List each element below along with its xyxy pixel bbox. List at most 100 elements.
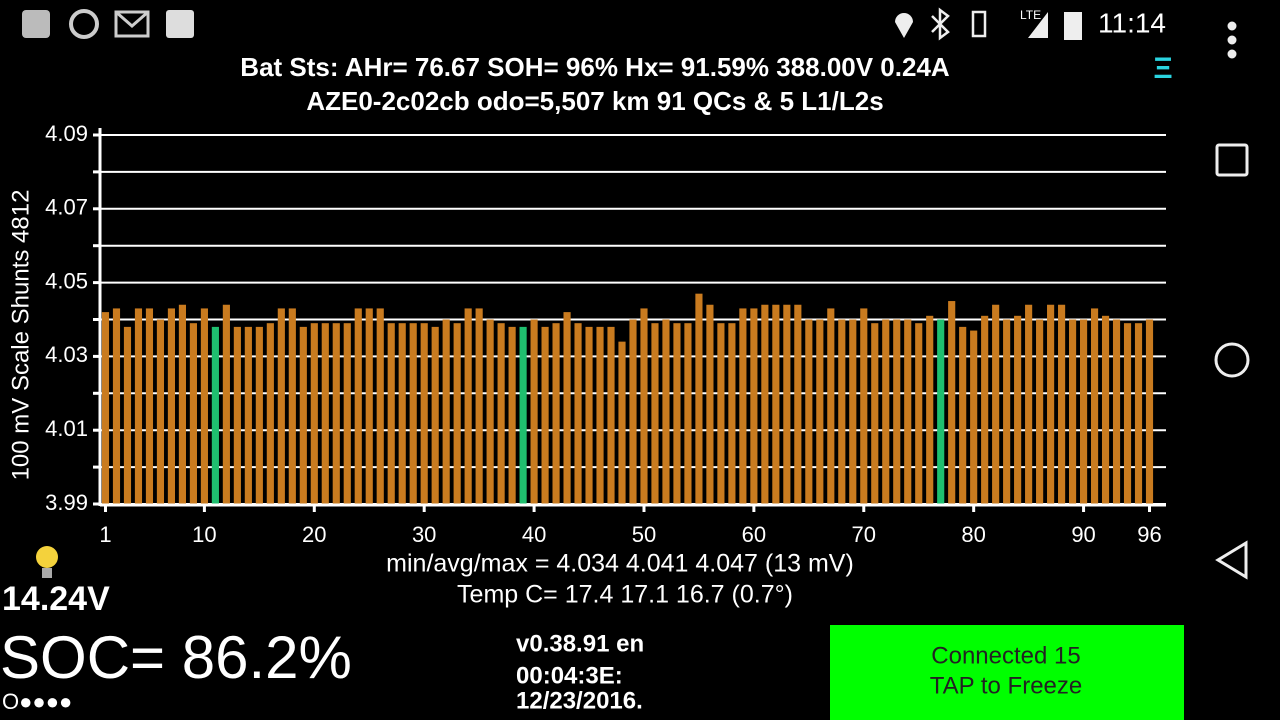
x-tick-label: 30 — [412, 522, 436, 547]
bar — [618, 341, 626, 504]
bar — [409, 323, 417, 504]
bar — [343, 323, 351, 504]
bar — [651, 323, 659, 504]
bar — [673, 323, 681, 504]
bar — [959, 326, 967, 504]
bar — [904, 319, 912, 504]
bar — [244, 326, 252, 504]
y-tick-label: 3.99 — [45, 490, 88, 515]
bar — [585, 326, 593, 504]
battery-status: Bat Sts: AHr= 76.67 SOH= 96% Hx= 91.59% … — [240, 52, 950, 82]
button-line2[interactable]: TAP to Freeze — [930, 672, 1083, 699]
date: 12/23/2016. — [516, 687, 643, 714]
bar — [497, 323, 505, 504]
bar — [1090, 308, 1099, 504]
bar — [464, 308, 472, 504]
bar — [783, 304, 791, 504]
bar — [805, 319, 813, 504]
bar — [354, 308, 362, 504]
bar — [453, 323, 461, 504]
bar — [849, 319, 857, 504]
bar — [794, 304, 802, 504]
bar — [123, 326, 132, 504]
bar — [508, 326, 516, 504]
bar — [1134, 323, 1143, 504]
bar — [970, 330, 978, 504]
bar — [145, 308, 154, 504]
x-tick-label: 90 — [1071, 522, 1095, 547]
bar — [211, 326, 219, 504]
bar — [563, 312, 571, 504]
x-tick-label: 96 — [1137, 522, 1161, 547]
clock: 11:14 — [1098, 7, 1166, 38]
temperature-stats: Temp C= 17.4 17.1 16.7 (0.7°) — [457, 581, 793, 609]
bar — [288, 308, 296, 504]
bar — [365, 308, 373, 504]
bar — [387, 323, 395, 504]
aux-voltage: 14.24V — [2, 580, 110, 618]
x-tick-label: 20 — [302, 522, 326, 547]
bar — [167, 308, 176, 504]
bar — [1003, 319, 1011, 504]
y-tick-label: 4.05 — [45, 268, 88, 293]
bar — [772, 304, 780, 504]
bar — [750, 308, 758, 504]
bar — [640, 308, 648, 504]
bar — [541, 326, 549, 504]
device-id: 00:04:3E: — [516, 662, 623, 689]
menu-button[interactable]: Ξ — [1153, 52, 1172, 85]
bar — [574, 323, 582, 504]
bar — [1047, 304, 1055, 504]
soc-dots: O●●●● — [2, 689, 72, 714]
button-line1[interactable]: Connected 15 — [931, 642, 1080, 669]
y-tick-label: 4.03 — [45, 342, 88, 367]
bar — [739, 308, 747, 504]
bar — [101, 312, 110, 504]
bar — [233, 326, 241, 504]
cell-stats: min/avg/max = 4.034 4.041 4.047 (13 mV) — [386, 550, 854, 578]
bar — [486, 319, 494, 504]
x-tick-label: 70 — [852, 522, 876, 547]
bar — [893, 319, 901, 504]
bar — [838, 319, 846, 504]
bar — [1101, 315, 1110, 504]
bar — [189, 323, 197, 504]
bar — [475, 308, 483, 504]
y-tick-label: 4.07 — [45, 195, 88, 220]
bar — [431, 326, 439, 504]
bar — [948, 301, 956, 504]
bar — [695, 293, 703, 504]
bar — [112, 308, 121, 504]
x-tick-label: 10 — [192, 522, 216, 547]
vehicle-info: AZE0-2c02cb odo=5,507 km 91 QCs & 5 L1/L… — [306, 86, 883, 116]
bar — [684, 323, 692, 504]
freeze-button[interactable] — [830, 625, 1184, 720]
bar — [706, 304, 714, 504]
nav-bar[interactable] — [1214, 21, 1250, 580]
bar — [332, 323, 340, 504]
bar — [134, 308, 143, 504]
bar — [937, 319, 945, 504]
bar — [926, 315, 934, 504]
bar — [310, 323, 318, 504]
bar — [299, 326, 307, 504]
dash-decor — [940, 133, 1166, 174]
bar — [607, 326, 615, 504]
bar — [1036, 319, 1044, 504]
bar — [398, 323, 406, 504]
bar — [915, 323, 923, 504]
bar — [420, 323, 428, 504]
bar — [1014, 315, 1022, 504]
bar — [376, 308, 384, 504]
bar — [1069, 319, 1077, 504]
bar — [728, 323, 736, 504]
bar — [442, 319, 450, 504]
bar — [200, 308, 208, 504]
bar — [519, 326, 527, 504]
bar — [717, 323, 725, 504]
y-tick-label: 4.01 — [45, 416, 88, 441]
x-tick-label: 50 — [632, 522, 656, 547]
status-icons — [22, 7, 1082, 41]
bar — [156, 319, 165, 504]
